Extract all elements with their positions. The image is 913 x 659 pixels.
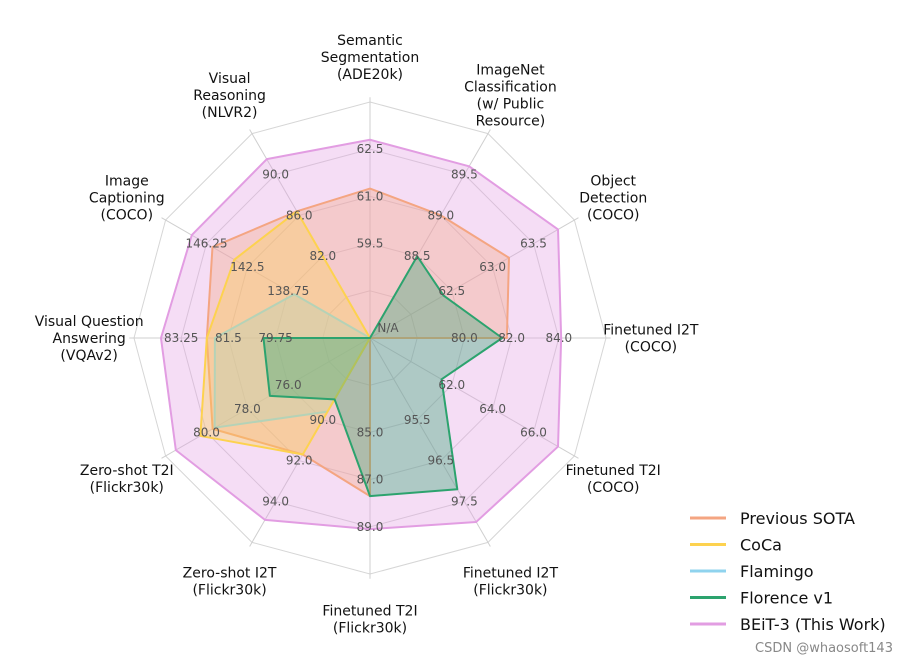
axis-label: ImageNet Classification (w/ Public Resource…: [464, 62, 557, 129]
tick-label: 82.0: [498, 331, 525, 345]
tick-label: 82.0: [309, 249, 336, 263]
tick-label: 96.5: [427, 454, 454, 468]
tick-label: 63.0: [479, 260, 506, 274]
tick-label: 87.0: [357, 473, 384, 487]
tick-label: 61.0: [357, 189, 384, 203]
legend-entry: BEiT-3 (This Work): [740, 615, 886, 634]
legend-entry: Florence v1: [740, 589, 833, 608]
center-label: N/A: [377, 321, 399, 335]
tick-label: 62.0: [438, 378, 465, 392]
axis-label: Finetuned I2T (Flickr30k): [463, 566, 559, 599]
tick-label: 90.0: [309, 413, 336, 427]
tick-label: 64.0: [479, 402, 506, 416]
axis-labels: Semantic Segmentation (ADE20k) ImageNet Clas…: [35, 33, 699, 636]
tick-label: 76.0: [275, 378, 302, 392]
axis-label: Finetuned T2I (COCO): [566, 463, 661, 496]
tick-label: 89.0: [357, 520, 384, 534]
tick-labels: 59.5 61.0 62.5 88.5 89.0 89.5 62.5 63.0 63.5 80.0…: [164, 142, 572, 534]
axis-label: Image Captioning (COCO): [89, 174, 165, 224]
tick-label: 83.25: [164, 331, 198, 345]
axis-label: Object Detection (COCO): [579, 174, 647, 224]
tick-label: 142.5: [230, 260, 264, 274]
tick-label: 90.0: [262, 167, 289, 181]
tick-label: 79.75: [258, 331, 292, 345]
axis-spoke: [369, 337, 491, 547]
legend-entry: Previous SOTA: [740, 509, 855, 528]
series-polygons: [159, 138, 563, 531]
axis-spoke: [369, 337, 579, 459]
axis-spoke: [161, 337, 371, 459]
tick-label: 138.75: [267, 284, 309, 298]
tick-label: 89.0: [427, 208, 454, 222]
tick-label: 95.5: [404, 413, 431, 427]
tick-label: 146.25: [185, 237, 227, 251]
axis-label: Visual Question Answering (VQAv2): [35, 314, 144, 364]
legend: Previous SOTA CoCa Flamingo Florence v1 BEiT…: [690, 509, 886, 634]
watermark: CSDN @whaosoft143: [755, 641, 893, 656]
tick-label: 97.5: [451, 495, 478, 509]
legend-entry: CoCa: [740, 536, 782, 555]
tick-label: 89.5: [451, 167, 478, 181]
series-coca: [199, 210, 371, 456]
axis-label: Zero-shot I2T (Flickr30k): [183, 566, 277, 599]
axis-label: Finetuned I2T (COCO): [603, 323, 699, 356]
axis-label: Zero-shot T2I (Flickr30k): [80, 463, 174, 496]
tick-label: 85.0: [357, 425, 384, 439]
tick-label: 63.5: [520, 237, 547, 251]
tick-label: 66.0: [520, 425, 547, 439]
tick-label: 80.0: [193, 425, 220, 439]
series-previous-sota: [205, 187, 510, 498]
axis-label: Finetuned T2I (Flickr30k): [322, 603, 417, 636]
axis-spoke: [369, 217, 579, 339]
tick-label: 62.5: [438, 284, 465, 298]
tick-label: 62.5: [357, 142, 384, 156]
tick-label: 59.5: [357, 237, 384, 251]
tick-label: 80.0: [451, 331, 478, 345]
axis-label: Semantic Segmentation (ADE20k): [321, 33, 419, 83]
tick-label: 84.0: [545, 331, 572, 345]
tick-label: 92.0: [286, 454, 313, 468]
series-florence-v1: [262, 255, 504, 498]
axis-label: Visual Reasoning (NLVR2): [193, 71, 266, 121]
tick-label: 88.5: [404, 249, 431, 263]
tick-label: 94.0: [262, 495, 289, 509]
tick-label: 78.0: [234, 402, 261, 416]
tick-label: 81.5: [215, 331, 242, 345]
series-beit-3-this-work-: [159, 138, 563, 531]
tick-label: 86.0: [286, 208, 313, 222]
legend-entry: Flamingo: [740, 562, 814, 581]
